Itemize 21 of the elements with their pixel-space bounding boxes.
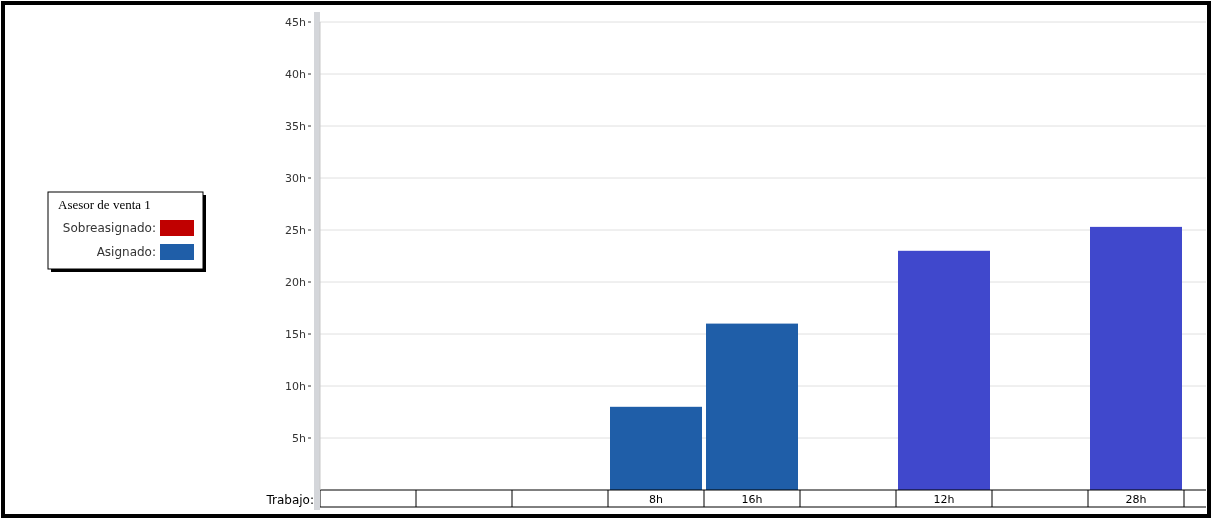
x-tick-label: 12h [933,493,955,506]
bar [610,406,702,490]
bar [706,323,798,490]
y-tick-label: 45h [285,16,307,29]
bar [898,250,990,490]
y-tick-label: 40h [285,68,307,81]
legend-title: Asesor de venta 1 [58,197,151,212]
legend-label: Sobreasignado: [62,221,156,235]
x-tick-label: 8h [649,493,664,506]
x-tick-label: 28h [1125,493,1147,506]
x-tick-label: 16h [741,493,763,506]
y-tick-label: 5h [292,432,307,445]
y-tick-label: 15h [285,328,307,341]
y-tick-label: 20h [285,276,307,289]
legend-label: Asignado: [96,245,156,259]
y-tick-label: 35h [285,120,307,133]
y-tick-label: 30h [285,172,307,185]
y-tick-label: 10h [285,380,307,393]
x-axis-title: Trabajo: [265,493,314,507]
bar [1090,226,1182,490]
y-tick-label: 25h [285,224,307,237]
